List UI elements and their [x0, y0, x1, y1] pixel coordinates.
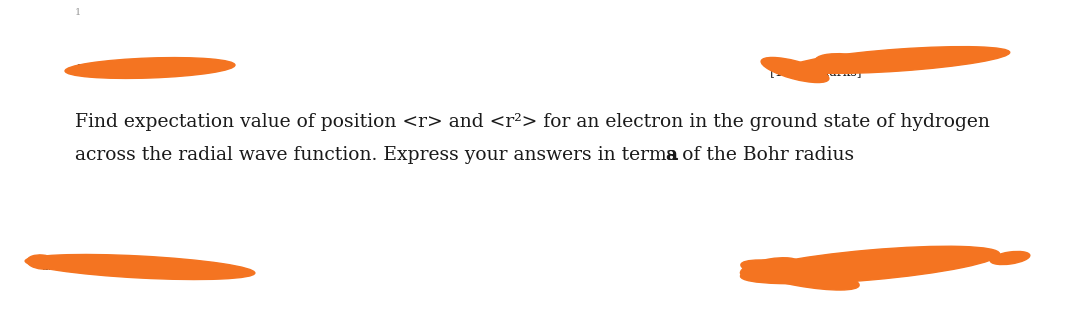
Ellipse shape: [990, 252, 1030, 265]
Text: a.: a.: [42, 262, 52, 272]
Ellipse shape: [815, 54, 875, 72]
Text: across the radial wave function. Express your answers in terms of the Bohr radiu: across the radial wave function. Express…: [75, 146, 860, 164]
Ellipse shape: [741, 260, 859, 290]
Ellipse shape: [761, 57, 828, 83]
Text: [14+    marks]: [14+ marks]: [770, 66, 862, 78]
Text: .: .: [674, 146, 679, 164]
Ellipse shape: [25, 255, 255, 280]
Ellipse shape: [741, 246, 999, 284]
Text: 1/4          3/1: 1/4 3/1: [770, 263, 841, 273]
Ellipse shape: [27, 255, 57, 269]
Text: 1: 1: [75, 8, 81, 17]
Ellipse shape: [741, 258, 799, 278]
Ellipse shape: [65, 57, 235, 78]
Text: a: a: [665, 146, 677, 164]
Ellipse shape: [791, 47, 1010, 74]
Text: Find expectation value of position <r> and <r²> for an electron in the ground st: Find expectation value of position <r> a…: [75, 113, 990, 131]
Text: Question 2.: Question 2.: [75, 64, 147, 77]
